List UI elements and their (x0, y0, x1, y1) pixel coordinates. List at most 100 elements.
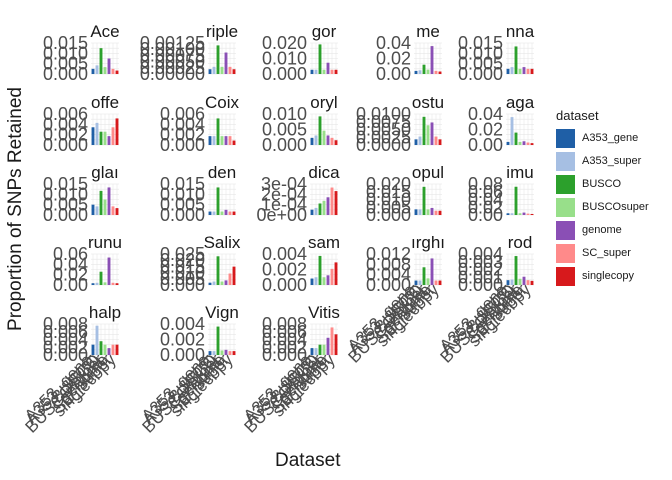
y-tick-label: 0.0100 (356, 104, 411, 124)
bar-genome (326, 197, 330, 215)
bar-busco (216, 118, 220, 145)
legend-swatch (556, 197, 575, 217)
legend-item: A353_gene (556, 127, 638, 149)
y-tick-label: 0.006 (160, 104, 205, 124)
bar-buscosuper (518, 278, 522, 285)
facet-title: riple (206, 22, 238, 41)
bar-a353-gene (414, 70, 418, 74)
bar-busco (99, 190, 103, 215)
y-tick-label: 0.000 (43, 345, 88, 365)
bar-genome (522, 67, 526, 74)
y-tick-label: 0.000 (458, 275, 503, 295)
bar-genome (522, 276, 526, 285)
bar-busco (422, 186, 426, 215)
y-tick-label: 0.004 (262, 330, 307, 350)
bar-a353-super (418, 136, 422, 145)
bar-genome (224, 136, 228, 145)
bar-a353-super (212, 281, 216, 285)
bar-busco (99, 341, 103, 355)
bar-sc-super (330, 69, 334, 74)
bar-genome (522, 212, 526, 215)
bar-buscosuper (220, 350, 224, 355)
y-tick-label: 0.00025 (140, 58, 205, 78)
bar-singlecopy (115, 70, 119, 74)
y-tick-label: 0.015 (458, 33, 503, 53)
bar-a353-gene (91, 204, 95, 215)
y-tick-label: 0.010 (43, 43, 88, 63)
y-tick-label: 0e+00 (256, 205, 307, 225)
facet-panel: riple 0.000000.000250.000500.000750.00100… (140, 22, 238, 84)
legend-swatch (556, 220, 575, 240)
facet-panel: ırghı0.0000.0040.0080.012A353_geneA353_s… (344, 233, 445, 367)
legend-item: genome (556, 219, 622, 241)
bar-a353-super (510, 67, 514, 74)
legend-title: dataset (556, 108, 599, 123)
bar-a353-super (95, 206, 99, 215)
legend-label: BUSCO (582, 178, 622, 190)
y-tick-label: 0.005 (43, 54, 88, 74)
y-tick-label: 0.04 (468, 190, 503, 210)
y-tick-label: 0.0025 (356, 127, 411, 147)
y-tick-label: 0.000 (160, 275, 205, 295)
y-tick-label: 3e-04 (261, 174, 307, 194)
y-tick-label: 0.012 (366, 244, 411, 264)
y-tick-label: 0.020 (366, 174, 411, 194)
bar-a353-gene (506, 68, 510, 74)
y-tick-label: 0.04 (468, 104, 503, 124)
y-tick-label: 0.015 (43, 174, 88, 194)
bar-buscosuper (220, 66, 224, 74)
bar-sc-super (228, 66, 232, 74)
bar-a353-super (314, 69, 318, 74)
bar-singlecopy (334, 140, 338, 145)
legend-item: singlecopy (556, 265, 634, 287)
bar-genome (224, 209, 228, 215)
bar-singlecopy (232, 266, 236, 285)
y-tick-label: 0.004 (160, 314, 205, 334)
y-tick-label: 0.0050 (356, 120, 411, 140)
bar-a353-gene (310, 348, 314, 355)
facet-panel: oryl 0.0000.0050.010 (262, 93, 338, 155)
bar-singlecopy (438, 71, 442, 74)
bar-genome (430, 258, 434, 285)
x-axis-title: Dataset (275, 450, 341, 471)
y-tick-label: 0.00 (468, 135, 503, 155)
facet-title: imu (506, 163, 533, 182)
bar-buscosuper (103, 131, 107, 145)
bar-genome (326, 337, 330, 355)
y-tick-label: 0.006 (43, 322, 88, 342)
y-tick-label: 0.020 (262, 33, 307, 53)
bar-busco (318, 344, 322, 355)
y-tick-label: 0.015 (160, 256, 205, 276)
y-tick-label: 0.000 (262, 275, 307, 295)
y-tick-label: 0.000 (43, 205, 88, 225)
facet-panel: me 0.000.020.04 (376, 22, 442, 84)
bar-sc-super (111, 127, 115, 145)
legend-item: A353_super (556, 150, 641, 172)
y-tick-label: 0.04 (53, 254, 88, 274)
legend-swatch (556, 174, 575, 194)
bar-busco (422, 116, 426, 145)
y-tick-label: 0.00125 (140, 33, 205, 53)
y-tick-label: 0.00 (376, 64, 411, 84)
y-tick-label: 0.003 (458, 252, 503, 272)
bar-a353-super (314, 277, 318, 285)
facet-title: offe (91, 93, 119, 112)
bar-singlecopy (530, 68, 534, 74)
bar-genome (224, 280, 228, 285)
bar-buscosuper (322, 344, 326, 355)
bar-genome (107, 136, 111, 145)
bar-busco (422, 267, 426, 285)
facet-title: Ace (90, 22, 119, 41)
bar-singlecopy (115, 118, 119, 145)
bar-singlecopy (232, 140, 236, 145)
legend-label: A353_gene (582, 132, 639, 144)
bar-busco (514, 256, 518, 285)
y-tick-label: 0.010 (160, 263, 205, 283)
bar-busco (514, 132, 518, 145)
y-tick-label: 0.02 (53, 265, 88, 285)
facet-panel: glaı 0.0000.0050.0100.015 (43, 163, 119, 225)
y-tick-label: 0.000 (160, 135, 205, 155)
bar-a353-gene (414, 139, 418, 145)
